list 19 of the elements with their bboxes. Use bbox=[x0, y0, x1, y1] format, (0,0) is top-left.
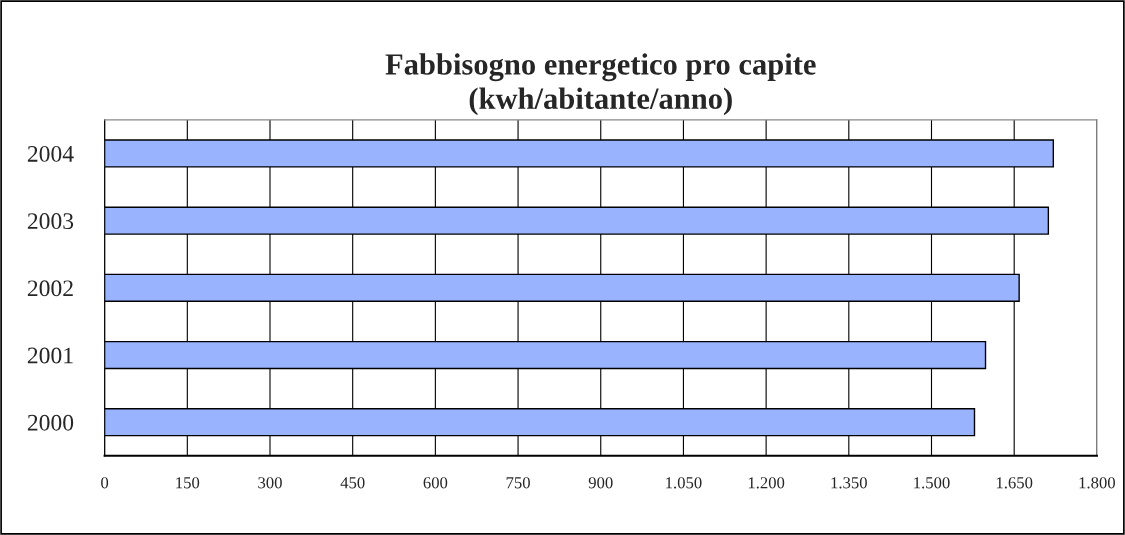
y-tick-label: 2000 bbox=[27, 414, 74, 431]
x-tick-label: 750 bbox=[506, 477, 530, 489]
x-tick-label: 1.050 bbox=[666, 477, 702, 489]
x-tick-label: 600 bbox=[423, 477, 448, 489]
y-tick-label: 2003 bbox=[27, 213, 74, 230]
x-tick-label: 1.350 bbox=[831, 477, 867, 489]
x-tick-label: 1.500 bbox=[914, 477, 950, 489]
y-tick-label: 2004 bbox=[27, 145, 74, 162]
x-tick-label: 900 bbox=[588, 477, 613, 489]
y-tick-label: 2002 bbox=[27, 280, 73, 297]
chart-title: Fabbisogno energetico pro capite (kwh/abitante/anno) bbox=[385, 53, 816, 116]
x-tick-label: 150 bbox=[176, 477, 200, 489]
x-tick-label: 450 bbox=[340, 477, 365, 489]
y-tick-label: 2001 bbox=[27, 347, 73, 364]
x-tick-label: 300 bbox=[258, 477, 282, 489]
x-tick-label: 0 bbox=[101, 477, 109, 489]
x-tick-label: 1.800 bbox=[1079, 477, 1115, 489]
x-tick-label: 1.200 bbox=[748, 477, 785, 489]
x-tick-label: 1.650 bbox=[996, 477, 1033, 489]
